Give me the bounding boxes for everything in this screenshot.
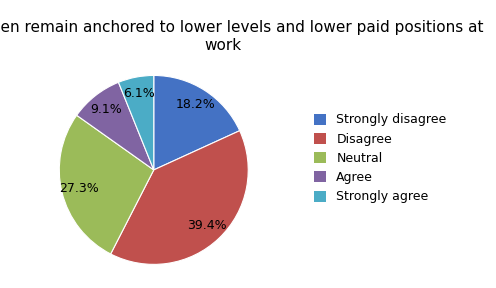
Text: 18.2%: 18.2% bbox=[176, 98, 216, 111]
Text: Women remain anchored to lower levels and lower paid positions at
work: Women remain anchored to lower levels an… bbox=[0, 20, 484, 52]
Text: 6.1%: 6.1% bbox=[123, 87, 155, 101]
Wedge shape bbox=[154, 75, 240, 170]
Legend: Strongly disagree, Disagree, Neutral, Agree, Strongly agree: Strongly disagree, Disagree, Neutral, Ag… bbox=[314, 113, 446, 203]
Text: 27.3%: 27.3% bbox=[59, 182, 98, 195]
Wedge shape bbox=[77, 82, 154, 170]
Wedge shape bbox=[119, 75, 154, 170]
Wedge shape bbox=[60, 115, 154, 254]
Wedge shape bbox=[111, 131, 248, 264]
Text: 39.4%: 39.4% bbox=[187, 219, 227, 232]
Text: 9.1%: 9.1% bbox=[90, 103, 122, 116]
